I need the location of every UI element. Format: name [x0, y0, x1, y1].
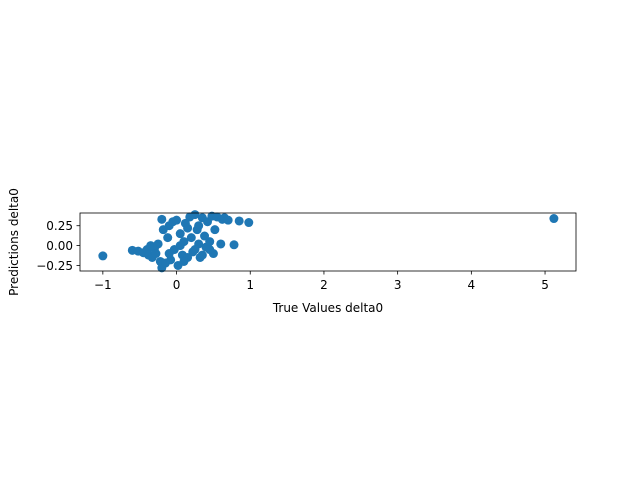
x-tick-label: 2 [320, 278, 328, 292]
x-axis-label: True Values delta0 [272, 301, 383, 315]
x-tick-label: 4 [468, 278, 476, 292]
scatter-point [153, 239, 163, 249]
scatter-point [179, 256, 189, 266]
axes-frame [79, 212, 577, 272]
scatter-point [210, 225, 220, 235]
scatter-point [98, 251, 108, 261]
scatter-point [205, 245, 215, 255]
scatter-point [175, 229, 185, 239]
scatter-point [549, 214, 559, 224]
x-axis-ticks: −1 0 1 2 3 4 5 [94, 271, 549, 292]
scatter-point [163, 233, 173, 243]
x-tick-label: −1 [94, 278, 112, 292]
scatter-point [205, 237, 215, 247]
scatter-point [223, 215, 233, 225]
scatter-point [157, 214, 167, 224]
scatter-point [197, 250, 207, 260]
scatter-point [183, 223, 193, 233]
scatter-point [244, 218, 254, 228]
y-axis-ticks: −0.25 0.00 0.25 [36, 219, 80, 273]
scatter-point [194, 221, 204, 231]
scatter-point [216, 239, 226, 249]
x-tick-label: 3 [394, 278, 402, 292]
y-tick-label: 0.00 [46, 239, 73, 253]
scatter-point [151, 249, 161, 259]
y-tick-label: −0.25 [36, 259, 73, 273]
scatter-point [229, 240, 239, 250]
scatter-point [164, 249, 174, 259]
y-tick-label: 0.25 [46, 219, 73, 233]
plot-area [98, 210, 559, 273]
scatter-point [190, 245, 200, 255]
scatter-point [186, 233, 196, 243]
x-tick-label: 5 [541, 278, 549, 292]
scatter-point [190, 210, 200, 220]
x-tick-label: 1 [246, 278, 254, 292]
scatter-point [234, 216, 244, 226]
x-tick-label: 0 [173, 278, 181, 292]
y-axis-label: Predictions delta0 [7, 188, 21, 296]
scatter-point [172, 215, 182, 225]
scatter-point [175, 241, 185, 251]
